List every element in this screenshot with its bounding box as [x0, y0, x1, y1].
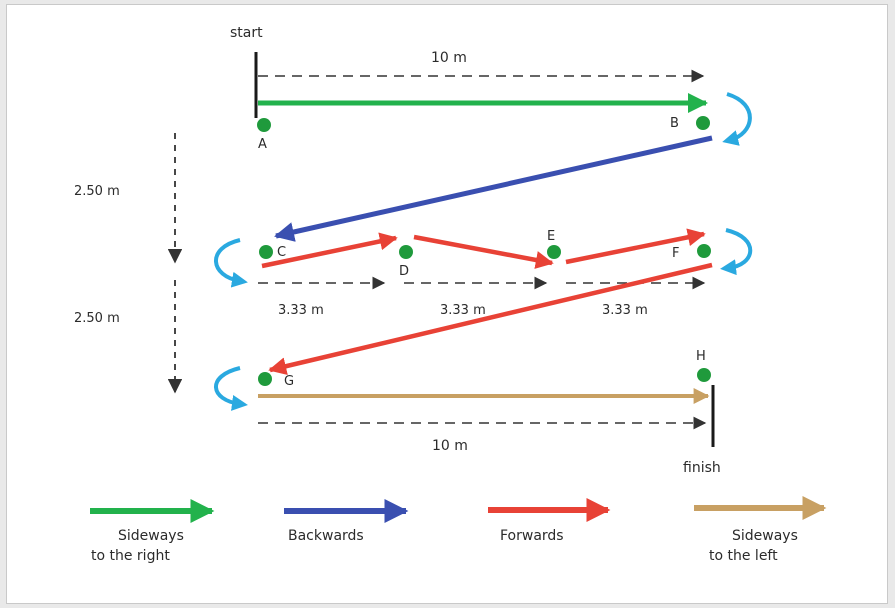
- cone-e: [547, 245, 561, 259]
- cone-label-b: B: [670, 116, 679, 131]
- cone-a: [257, 118, 271, 132]
- turn-icon-g: [214, 366, 248, 411]
- cone-label-g: G: [284, 374, 294, 389]
- cone-label-a: A: [258, 137, 267, 152]
- cone-label-f: F: [672, 246, 679, 261]
- gap-label-1: 2.50 m: [74, 184, 120, 199]
- cone-b: [696, 116, 710, 130]
- legend-label-right-2: to the right: [91, 548, 170, 564]
- top-distance-label: 10 m: [431, 50, 467, 66]
- legend-label-forwards: Forwards: [500, 528, 564, 544]
- cone-label-c: C: [277, 245, 286, 260]
- gap-label-2: 2.50 m: [74, 311, 120, 326]
- cone-h: [697, 368, 711, 382]
- cone-f: [697, 244, 711, 258]
- cone-label-h: H: [696, 349, 706, 364]
- turn-icon-f: [720, 228, 753, 276]
- start-label: start: [230, 25, 263, 41]
- seg-label-2: 3.33 m: [440, 303, 486, 318]
- finish-label: finish: [683, 460, 721, 476]
- cone-d: [399, 245, 413, 259]
- seg-label-1: 3.33 m: [278, 303, 324, 318]
- bottom-distance-label: 10 m: [432, 438, 468, 454]
- turn-icon-c: [214, 238, 248, 288]
- legend-label-backwards: Backwards: [288, 528, 364, 544]
- seg-label-3: 3.33 m: [602, 303, 648, 318]
- legend-label-right-1: Sideways: [118, 528, 184, 544]
- red-run-d-e: [413, 234, 554, 269]
- red-run-f-g: [268, 262, 713, 376]
- red-run-e-f: [565, 228, 706, 265]
- turn-icon-b: [722, 92, 752, 146]
- legend-label-left-2: to the left: [709, 548, 778, 564]
- legend-label-left-1: Sideways: [732, 528, 798, 544]
- red-run-c-d: [261, 232, 398, 269]
- cone-label-e: E: [547, 229, 555, 244]
- cone-g: [258, 372, 272, 386]
- blue-run-arrow: [274, 135, 713, 242]
- cone-label-d: D: [399, 264, 409, 279]
- cone-c: [259, 245, 273, 259]
